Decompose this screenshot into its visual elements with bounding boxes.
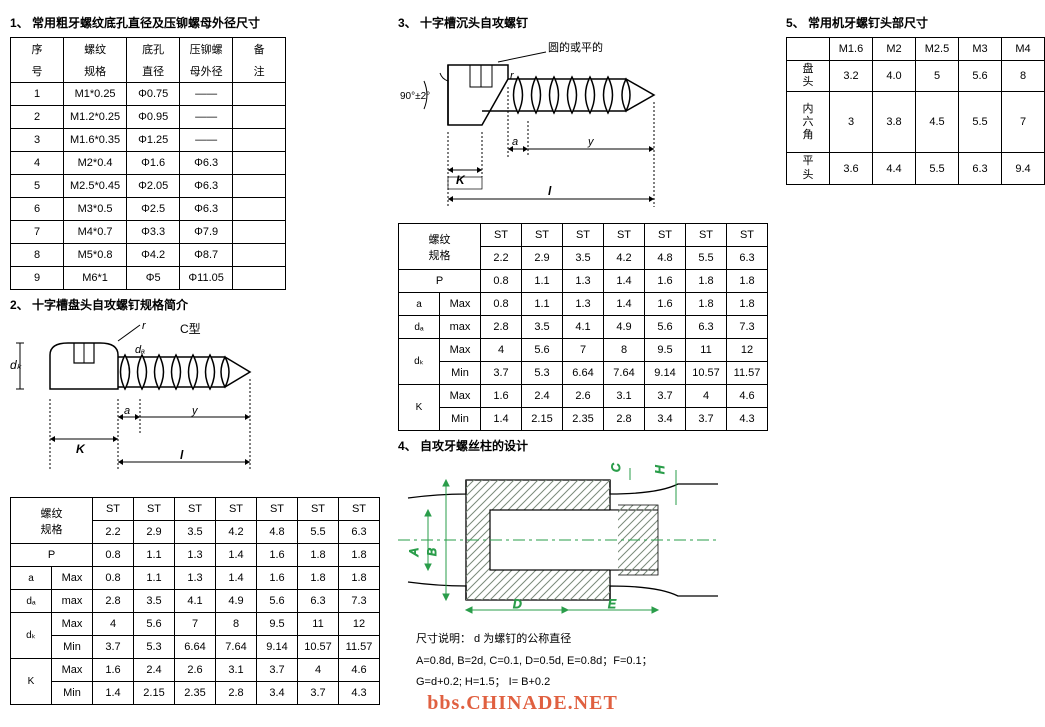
- table-row: 3M1.6*0.35Φ1.25——: [11, 129, 286, 152]
- watermark: bbs.CHINADE.NET: [427, 692, 618, 715]
- table-row: 2M1.2*0.25Φ0.95——: [11, 106, 286, 129]
- svg-text:B: B: [425, 548, 439, 556]
- svg-text:l: l: [180, 448, 184, 462]
- table-row: 盘头3.24.055.689.51216: [787, 61, 1045, 92]
- t3-h1a: 螺纹: [403, 231, 476, 247]
- table-row: 9M6*1Φ5Φ11.05: [11, 267, 286, 290]
- t1-h-c1b: 号: [11, 60, 64, 83]
- table-row: dₐmax2.83.54.14.95.66.37.3: [11, 590, 380, 613]
- t1-h-c5a: 备: [233, 38, 286, 61]
- table-row: 5M2.5*0.45Φ2.05Φ6.3: [11, 175, 286, 198]
- svg-text:r: r: [510, 70, 515, 82]
- table-row: 6M3*0.5Φ2.5Φ6.3: [11, 198, 286, 221]
- section2-diagram: C型: [10, 319, 380, 477]
- svg-text:y: y: [191, 405, 199, 417]
- svg-text:90°±2°: 90°±2°: [400, 91, 430, 102]
- table-row: 1M1*0.25Φ0.75——: [11, 83, 286, 106]
- svg-text:y: y: [587, 136, 595, 148]
- table2: 螺纹 规格 STSTSTSTSTSTST 2.22.93.54.24.85.56…: [10, 497, 380, 705]
- table-row: Min3.75.36.647.649.1410.5711.57: [11, 636, 380, 659]
- t1-h-c5b: 注: [233, 60, 286, 83]
- table1: 序 螺纹 底孔 压铆螺 备 号 规格 直径 母外径 注 1M1*0.25Φ0.7…: [10, 37, 286, 290]
- section3-title: 3、 十字槽沉头自攻螺钉: [398, 14, 768, 31]
- t1-h-c2a: 螺纹: [64, 38, 127, 61]
- section2-title: 2、 十字槽盘头自攻螺钉规格简介: [10, 296, 380, 313]
- svg-text:dₐ: dₐ: [135, 344, 145, 356]
- svg-text:C型: C型: [180, 322, 201, 336]
- section4-note1: 尺寸说明： d 为螺钉的公称直径: [416, 631, 768, 649]
- t1-h-c1a: 序: [11, 38, 64, 61]
- t2-h1a: 螺纹: [15, 505, 88, 521]
- table-row: dₐmax2.83.54.14.95.66.37.3: [399, 316, 768, 339]
- section5-title: 5、 常用机牙螺钉头部尺寸: [786, 14, 1045, 31]
- table-row: 4M2*0.4Φ1.6Φ6.3: [11, 152, 286, 175]
- section3-diagram: 圆的或平的 r 90°±2°: [398, 37, 768, 215]
- svg-text:A: A: [407, 548, 421, 557]
- table3: 螺纹 规格 STSTSTSTSTSTST 2.22.93.54.24.85.56…: [398, 223, 768, 431]
- svg-text:r: r: [142, 320, 147, 332]
- table5: M1.6M2M2.5M3M4M5M6M8 盘头3.24.055.689.5121…: [786, 37, 1045, 185]
- svg-text:K: K: [76, 442, 86, 456]
- t5-corner: [787, 38, 830, 61]
- svg-text:dₖ: dₖ: [10, 358, 23, 372]
- table-row: dₖMax45.6789.51112: [399, 339, 768, 362]
- table-row: 平头3.64.45.56.39.410.412.617.3: [787, 153, 1045, 184]
- table-row: aMax0.81.11.31.41.61.81.8: [11, 567, 380, 590]
- table-row: 内六角33.84.55.578.51013: [787, 92, 1045, 153]
- svg-text:K: K: [456, 173, 466, 187]
- table-row: Min1.42.152.352.83.43.74.3: [399, 408, 768, 431]
- t1-h-c3b: 直径: [127, 60, 180, 83]
- table-row: 7M4*0.7Φ3.3Φ7.9: [11, 221, 286, 244]
- table-row: aMax0.81.11.31.41.61.81.8: [399, 293, 768, 316]
- section4-title: 4、 自攻牙螺丝柱的设计: [398, 437, 768, 454]
- section4-note2: A=0.8d, B=2d, C=0.1, D=0.5d, E=0.8d；F=0.…: [416, 653, 768, 671]
- svg-text:D: D: [513, 597, 522, 611]
- table-row: KMax1.62.42.63.13.744.6: [399, 385, 768, 408]
- svg-text:H: H: [653, 465, 667, 474]
- svg-text:a: a: [124, 405, 130, 417]
- table-row: KMax1.62.42.63.13.744.6: [11, 659, 380, 682]
- svg-text:E: E: [608, 597, 617, 611]
- table-row: dₖMax45.6789.51112: [11, 613, 380, 636]
- svg-text:C: C: [609, 463, 623, 472]
- section4-note3: G=d+0.2; H=1.5； I= B+0.2: [416, 674, 768, 692]
- table-row: Min1.42.152.352.83.43.74.3: [11, 682, 380, 705]
- t2-h1b: 规格: [15, 521, 88, 537]
- section1-title: 1、 常用粗牙螺纹底孔直径及压铆螺母外径尺寸: [10, 14, 380, 31]
- t1-h-c3a: 底孔: [127, 38, 180, 61]
- svg-text:圆的或平的: 圆的或平的: [548, 40, 603, 54]
- section4-diagram: A B D E C H: [398, 460, 768, 623]
- table-row: 8M5*0.8Φ4.2Φ8.7: [11, 244, 286, 267]
- svg-text:a: a: [512, 136, 518, 148]
- t1-h-c4a: 压铆螺: [180, 38, 233, 61]
- table-row: Min3.75.36.647.649.1410.5711.57: [399, 362, 768, 385]
- t1-h-c4b: 母外径: [180, 60, 233, 83]
- t1-h-c2b: 规格: [64, 60, 127, 83]
- svg-text:l: l: [548, 184, 552, 198]
- t3-h1b: 规格: [403, 247, 476, 263]
- table-row: P0.81.11.31.41.61.81.8: [11, 544, 380, 567]
- table-row: P0.81.11.31.41.61.81.8: [399, 270, 768, 293]
